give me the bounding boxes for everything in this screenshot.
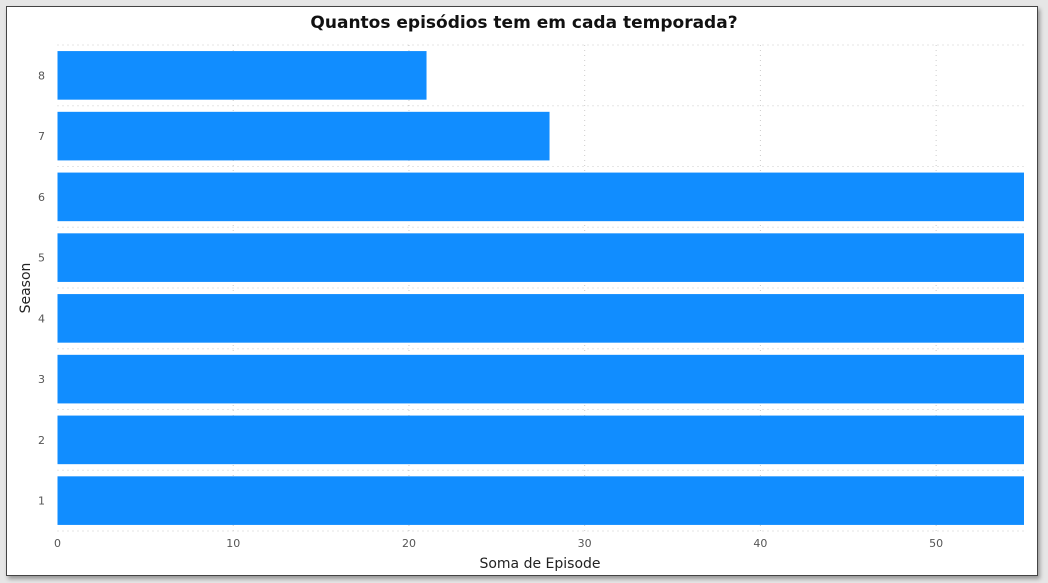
y-tick-label: 3 xyxy=(38,373,45,386)
chart-title: Quantos episódios tem em cada temporada? xyxy=(310,13,738,33)
y-tick-label: 7 xyxy=(38,130,45,143)
y-tick-labels: 1 2 3 4 5 6 7 8 xyxy=(38,69,45,507)
x-tick-label: 40 xyxy=(753,537,767,550)
y-tick-label: 4 xyxy=(38,312,45,325)
y-tick-label: 8 xyxy=(38,69,45,82)
y-tick-label: 6 xyxy=(38,191,45,204)
bar-season-6[interactable] xyxy=(57,172,1025,222)
bar-season-2[interactable] xyxy=(57,415,1025,465)
x-tick-label: 50 xyxy=(929,537,943,550)
x-tick-label: 20 xyxy=(402,537,416,550)
y-tick-label: 2 xyxy=(38,434,45,447)
bars xyxy=(57,51,1025,525)
bar-season-1[interactable] xyxy=(57,476,1025,525)
x-tick-label: 0 xyxy=(54,537,61,550)
x-tick-labels: 0 10 20 30 40 50 xyxy=(54,537,943,550)
bar-season-8[interactable] xyxy=(57,51,427,100)
y-axis-label: Season xyxy=(18,263,34,314)
y-tick-label: 1 xyxy=(38,495,45,508)
y-tick-label: 5 xyxy=(38,252,45,265)
bar-season-7[interactable] xyxy=(57,111,550,161)
x-axis-label: Soma de Episode xyxy=(479,556,600,572)
x-tick-label: 30 xyxy=(578,537,592,550)
bar-season-4[interactable] xyxy=(57,294,1025,343)
bar-season-3[interactable] xyxy=(57,354,1025,404)
bar-season-5[interactable] xyxy=(57,233,1025,282)
x-tick-label: 10 xyxy=(226,537,240,550)
